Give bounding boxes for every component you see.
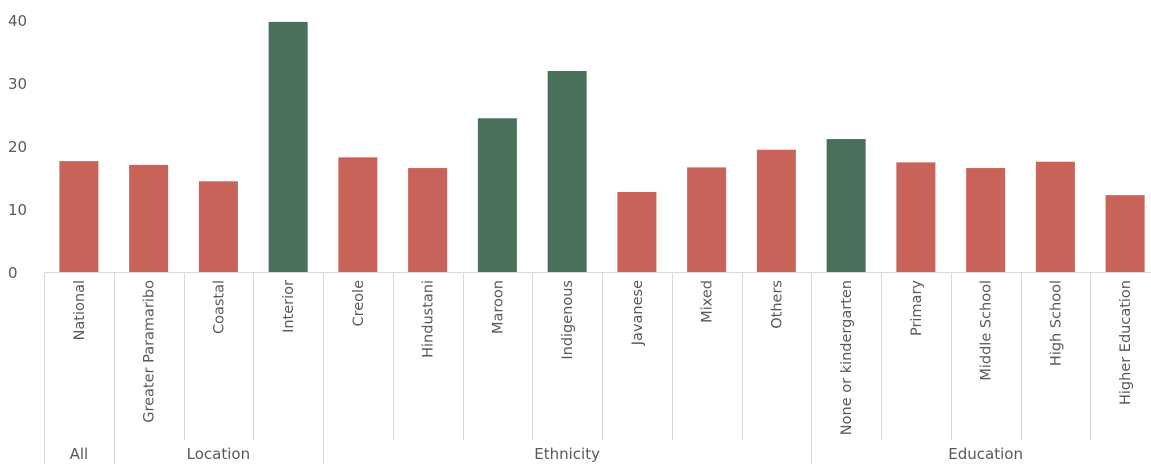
category-label: Greater Paramaribo (142, 280, 158, 423)
bar-high-school (1035, 161, 1075, 272)
bar-none-or-kindergarten (826, 139, 866, 272)
bar-indigenous (547, 71, 587, 272)
y-tick-label: 40 (8, 12, 27, 30)
bar-primary (896, 162, 936, 272)
bars (59, 21, 1145, 272)
bar-interior (268, 21, 308, 272)
bar-greater-paramaribo (129, 164, 169, 272)
category-label: Interior (281, 280, 297, 333)
category-label: Javanese (630, 280, 646, 346)
bar-national (59, 161, 99, 272)
group-label: Location (187, 445, 250, 463)
category-label: Coastal (211, 280, 227, 334)
category-label: Creole (351, 280, 367, 327)
category-label: None or kindergarten (839, 280, 855, 435)
y-tick-label: 10 (8, 201, 27, 219)
bar-hindustani (408, 168, 448, 272)
category-label: Maroon (490, 280, 506, 334)
category-label: Others (769, 280, 785, 329)
y-tick-label: 20 (8, 138, 27, 156)
category-label: Indigenous (560, 280, 576, 360)
bar-javanese (617, 191, 657, 272)
bar-creole (338, 157, 378, 272)
group-label: All (70, 445, 89, 463)
group-label: Education (948, 445, 1023, 463)
category-label: Hindustani (421, 280, 437, 358)
category-label: Higher Education (1118, 280, 1134, 405)
bar-middle-school (966, 168, 1006, 272)
y-tick-label: 30 (8, 75, 27, 93)
category-label: Mixed (700, 280, 716, 323)
category-label: National (72, 280, 88, 340)
category-labels: National Greater Paramaribo Coastal Interio… (72, 280, 1134, 436)
category-label: Primary (909, 280, 925, 336)
group-label: Ethnicity (534, 445, 600, 463)
bar-higher-education (1105, 195, 1145, 272)
bar-others (756, 149, 796, 272)
group-labels: All Location Ethnicity Education (70, 445, 1023, 463)
category-label: Middle School (979, 280, 995, 381)
y-axis-ticks: 0 10 20 30 40 (8, 12, 27, 282)
bar-mixed (687, 167, 727, 272)
category-axis (44, 272, 1151, 464)
bar-maroon (477, 118, 517, 272)
category-label: High School (1048, 280, 1064, 366)
bar-coastal (198, 181, 238, 272)
y-tick-label: 0 (8, 264, 18, 282)
